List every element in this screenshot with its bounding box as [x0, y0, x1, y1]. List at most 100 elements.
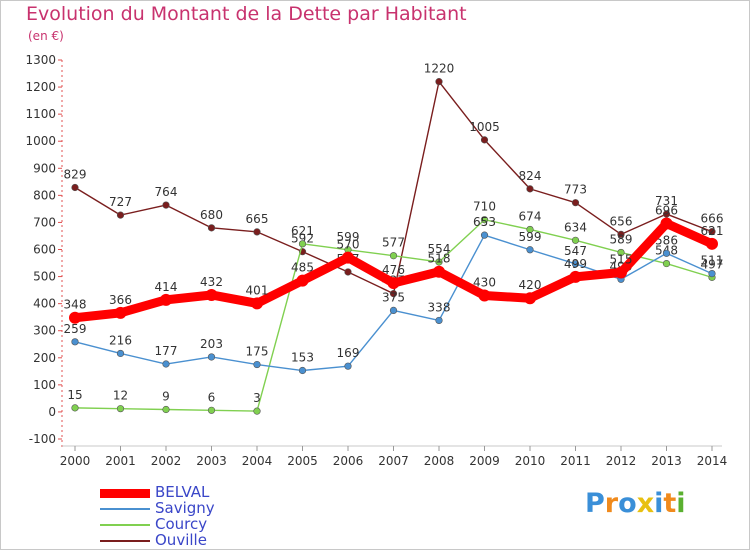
data-label: 764 [155, 185, 178, 199]
data-point [389, 290, 398, 298]
data-point [298, 366, 307, 375]
legend-swatch [100, 508, 150, 510]
y-tick-label: 1100 [25, 107, 56, 121]
x-tick-label: 2004 [242, 454, 273, 468]
data-label: 153 [291, 351, 314, 365]
data-label: 1220 [424, 62, 455, 76]
data-point [162, 201, 170, 209]
proxiti-logo: Proxiti [585, 488, 686, 519]
data-point [162, 405, 170, 414]
data-label: 680 [200, 208, 223, 222]
data-label: 420 [519, 278, 542, 292]
data-point [617, 230, 625, 238]
data-label: 175 [246, 345, 269, 359]
data-label: 599 [519, 230, 542, 244]
data-point [435, 258, 443, 266]
x-tick-label: 2010 [515, 454, 546, 468]
x-tick-label: 2001 [105, 454, 136, 468]
series-courcy: 1512963621599577554710674634589548497 [67, 200, 723, 415]
data-point [480, 136, 489, 144]
data-label: 656 [610, 214, 633, 228]
y-tick-label: 0 [48, 405, 56, 419]
data-label: 497 [701, 257, 724, 271]
y-tick-label: 1000 [25, 134, 56, 148]
data-point [526, 185, 534, 193]
data-point [662, 210, 671, 218]
legend-label: BELVAL [155, 483, 210, 501]
data-label: 666 [701, 212, 724, 226]
data-label: 824 [519, 169, 542, 183]
data-point [251, 297, 263, 310]
data-point [207, 224, 216, 232]
data-label: 518 [428, 252, 451, 266]
y-tick-label: 500 [33, 270, 56, 284]
data-label: 653 [473, 215, 496, 229]
data-point [478, 289, 491, 302]
y-tick-label: 1200 [25, 80, 56, 94]
data-label: 665 [246, 212, 269, 226]
data-point [71, 404, 79, 412]
data-label: 12 [113, 389, 128, 403]
x-tick-label: 2013 [651, 454, 682, 468]
data-point [160, 293, 172, 306]
series-belval: 348 366 414 432 401 485 570 476 518 430 420 499 515 6… [64, 204, 724, 324]
data-point [71, 183, 79, 192]
data-label: 554 [428, 242, 451, 256]
x-tick-label: 2005 [287, 454, 318, 468]
data-label: 511 [701, 254, 724, 268]
y-tick-label: -100 [29, 432, 56, 446]
data-point [480, 216, 489, 224]
y-tick-label: 1300 [25, 53, 56, 67]
data-label: 599 [337, 230, 360, 244]
y-tick-label: 400 [33, 297, 56, 311]
data-point [435, 78, 443, 86]
data-label: 592 [291, 232, 314, 246]
legend-label: Savigny [155, 499, 215, 517]
data-point [389, 252, 398, 260]
x-tick-label: 2003 [196, 454, 227, 468]
data-point [344, 362, 352, 370]
logo-letter: i [654, 488, 664, 519]
legend-swatch [100, 524, 150, 526]
data-label: 3 [253, 391, 261, 405]
data-point [116, 405, 125, 413]
data-point [344, 268, 352, 276]
data-label: 621 [701, 224, 724, 238]
data-label: 476 [382, 263, 405, 277]
data-point [253, 407, 261, 415]
data-point [706, 237, 718, 250]
data-label: 570 [337, 238, 360, 252]
data-point [114, 306, 127, 319]
data-label: 515 [610, 253, 633, 267]
data-label: 6 [208, 390, 216, 404]
data-label: 414 [155, 280, 178, 294]
data-point [524, 292, 536, 305]
data-point [116, 349, 125, 358]
data-label: 485 [291, 261, 314, 275]
data-label: 1005 [469, 120, 500, 134]
x-tick-label: 2008 [424, 454, 455, 468]
data-point [205, 288, 218, 301]
logo-letter: r [604, 488, 619, 519]
data-label: 216 [109, 333, 132, 347]
data-label: 366 [109, 293, 132, 307]
x-tick-label: 2011 [560, 454, 591, 468]
legend-label: Ouville [155, 531, 207, 549]
y-tick-label: 100 [33, 378, 56, 392]
data-point [253, 360, 261, 369]
y-tick-label: 200 [33, 351, 56, 365]
data-label: 577 [382, 236, 405, 250]
data-label: 547 [564, 244, 587, 258]
data-point [207, 406, 216, 414]
x-tick-label: 2014 [697, 454, 728, 468]
legend-item-courcy: Courcy [100, 515, 260, 533]
data-point [526, 246, 534, 254]
legend-swatch [100, 489, 150, 498]
legend-label: Courcy [155, 515, 208, 533]
legend-item-ouville: Ouville [100, 531, 260, 549]
data-label: 829 [64, 168, 87, 182]
data-label: 586 [655, 233, 678, 247]
logo-letter: x [636, 488, 655, 519]
